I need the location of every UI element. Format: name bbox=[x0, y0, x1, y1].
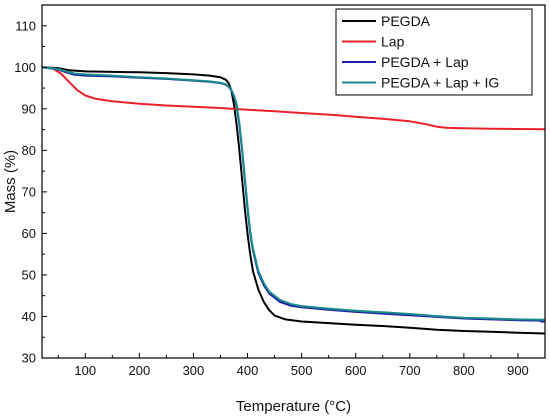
legend: PEGDA Lap PEGDA + Lap PEGDA + Lap + IG bbox=[335, 8, 533, 96]
y-axis-title: Mass (%) bbox=[2, 150, 19, 213]
y-tick-label: 70 bbox=[22, 184, 36, 199]
y-tick-label: 30 bbox=[22, 351, 36, 366]
series-line-1 bbox=[41, 66, 546, 335]
x-tick-label: 900 bbox=[507, 363, 529, 378]
x-tick-label: 200 bbox=[129, 363, 151, 378]
y-tick-label: 100 bbox=[14, 60, 36, 75]
series-line-3 bbox=[41, 66, 546, 323]
x-tick-label: 100 bbox=[74, 363, 96, 378]
y-tick-label: 110 bbox=[15, 18, 36, 33]
x-tick-label: 800 bbox=[453, 363, 475, 378]
legend-label: Lap bbox=[381, 34, 405, 50]
x-tick-label: 500 bbox=[291, 363, 313, 378]
y-tick-label: 40 bbox=[22, 309, 36, 324]
x-tick-label: 700 bbox=[399, 363, 421, 378]
y-tick-label: 50 bbox=[22, 267, 36, 282]
plot-frame bbox=[41, 4, 546, 359]
x-tick-label: 400 bbox=[237, 363, 259, 378]
series-line-2 bbox=[41, 66, 546, 131]
legend-label: PEGDA + Lap bbox=[381, 54, 469, 70]
y-tick-label: 60 bbox=[22, 226, 36, 241]
legend-label: PEGDA bbox=[381, 13, 431, 29]
y-tick-label: 90 bbox=[22, 101, 36, 116]
x-tick-label: 300 bbox=[183, 363, 205, 378]
legend-box bbox=[335, 8, 533, 96]
series-layer bbox=[41, 66, 546, 335]
ticks-layer: 100 200 300 400 500 600 700 800 900 30 40 50 60 70 80 9… bbox=[14, 18, 529, 378]
legend-label: PEGDA + Lap + IG bbox=[381, 75, 499, 91]
y-tick-label: 80 bbox=[22, 143, 36, 158]
x-axis-title: Temperature (°C) bbox=[236, 398, 351, 415]
x-tick-label: 600 bbox=[345, 363, 367, 378]
series-line-4 bbox=[41, 66, 546, 321]
